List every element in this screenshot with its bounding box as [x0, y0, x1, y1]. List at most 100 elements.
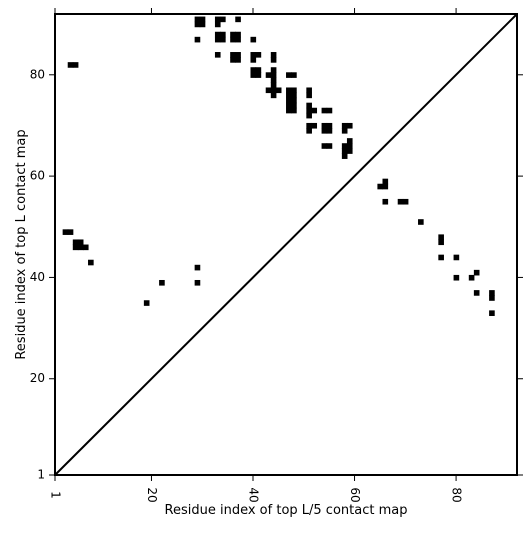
contact-cell-lower — [72, 244, 79, 251]
contact-cell-upper — [250, 52, 257, 58]
contact-cell-upper — [199, 16, 206, 23]
x-tick-label: 20 — [145, 487, 159, 502]
contact-cell-lower — [77, 244, 84, 251]
contact-cell-upper — [346, 143, 353, 149]
contact-cell-upper — [235, 31, 241, 38]
y-axis-label: Residue index of top L contact map — [14, 129, 29, 359]
contact-cell-upper — [250, 72, 257, 78]
contact-cell-lower — [382, 183, 389, 190]
contact-cell-upper — [382, 178, 389, 185]
contact-cell-upper — [346, 122, 353, 129]
contact-cell-upper — [306, 87, 312, 94]
contact-cell-lower — [194, 279, 201, 286]
contact-cell-upper — [326, 107, 333, 114]
contact-cell-upper — [286, 97, 292, 104]
contact-cell-upper — [306, 107, 312, 114]
contact-cell-upper — [199, 21, 206, 28]
contact-cell-upper — [321, 128, 328, 134]
contact-cell-upper — [235, 52, 241, 58]
contact-cell-upper — [341, 128, 348, 134]
contact-cell-upper — [286, 72, 292, 78]
contact-cell-upper — [220, 31, 226, 38]
x-tick-label: 40 — [247, 487, 261, 502]
contact-cell-upper — [270, 52, 277, 58]
contact-cell-upper — [306, 122, 312, 129]
contact-cell-upper — [341, 143, 348, 149]
contact-cell-lower — [72, 239, 79, 246]
contact-cell-lower — [453, 274, 460, 281]
contact-cell-upper — [214, 31, 221, 38]
y-tick-label: 60 — [30, 169, 45, 183]
contact-cell-lower — [489, 310, 495, 316]
axis-ticks: 1 20 40 60 80 1 20 40 60 80 — [30, 8, 523, 503]
contact-cell-upper — [220, 36, 226, 43]
contact-cell-upper — [270, 82, 277, 89]
contact-cell-lower — [67, 229, 74, 235]
contact-cell-lower — [468, 274, 475, 281]
contact-cell-upper — [291, 107, 297, 114]
contact-cell-upper — [255, 67, 262, 73]
contact-cell-upper — [326, 122, 333, 129]
contact-cell-upper — [291, 102, 297, 109]
contact-cell-upper — [214, 52, 221, 58]
contact-cell-upper — [270, 67, 277, 73]
contact-cell-upper — [230, 57, 236, 63]
contact-cell-lower — [473, 269, 480, 276]
contact-cell-upper — [255, 52, 262, 58]
contact-cell-upper — [286, 87, 292, 94]
contact-cell-upper — [341, 122, 348, 129]
contact-cell-upper — [306, 112, 312, 119]
contact-cell-upper — [270, 72, 277, 78]
contact-cell-lower — [194, 264, 201, 271]
contact-cell-lower — [77, 239, 84, 246]
contact-cell-upper — [311, 107, 318, 114]
contact-cell-lower — [489, 295, 495, 301]
contact-cell-upper — [214, 16, 221, 23]
contact-cell-upper — [265, 87, 272, 94]
contact-cell-upper — [275, 87, 282, 94]
contact-cell-upper — [306, 92, 312, 99]
plot-frame — [54, 13, 518, 476]
contact-cell-upper — [286, 92, 292, 99]
contact-cell-upper — [235, 36, 241, 43]
contact-cell-upper — [286, 102, 292, 109]
contact-cell-upper — [321, 107, 328, 114]
y-tick-label: 80 — [30, 67, 45, 81]
contact-cell-upper — [194, 16, 201, 23]
contact-cell-upper — [270, 57, 277, 63]
contact-cell-lower — [397, 198, 404, 205]
contact-cell-upper — [194, 36, 201, 43]
x-tick-label: 60 — [348, 487, 362, 502]
contact-cell-upper — [311, 122, 318, 129]
contact-cell-upper — [230, 31, 236, 38]
contact-cell-lower — [382, 198, 389, 205]
contact-cell-upper — [220, 16, 226, 23]
contact-cell-upper — [194, 21, 201, 28]
contact-cell-upper — [341, 148, 348, 154]
contact-cell-upper — [250, 36, 257, 43]
contact-cell-upper — [326, 143, 333, 149]
contact-cell-lower — [438, 254, 444, 261]
contact-cell-upper — [214, 21, 221, 28]
contact-cell-upper — [270, 87, 277, 94]
contact-cell-lower — [62, 229, 69, 235]
y-tick-label: 20 — [30, 371, 45, 385]
contact-cell-upper — [291, 92, 297, 99]
contact-cell-lower — [88, 259, 94, 266]
contact-cell-upper — [230, 36, 236, 43]
contact-cell-upper — [291, 72, 297, 78]
contact-cell-upper — [72, 62, 79, 68]
contact-cell-lower — [453, 254, 460, 261]
contact-cell-upper — [265, 72, 272, 78]
contact-cell-lower — [473, 290, 480, 296]
contact-cell-upper — [346, 138, 353, 144]
contact-cell-upper — [214, 36, 221, 43]
y-tick-label: 40 — [30, 270, 45, 284]
contact-cell-lower — [82, 244, 89, 251]
contact-cell-lower — [159, 279, 165, 286]
contact-cell-lower — [438, 239, 444, 246]
contact-cell-upper — [250, 67, 257, 73]
contact-cell-upper — [341, 153, 348, 159]
